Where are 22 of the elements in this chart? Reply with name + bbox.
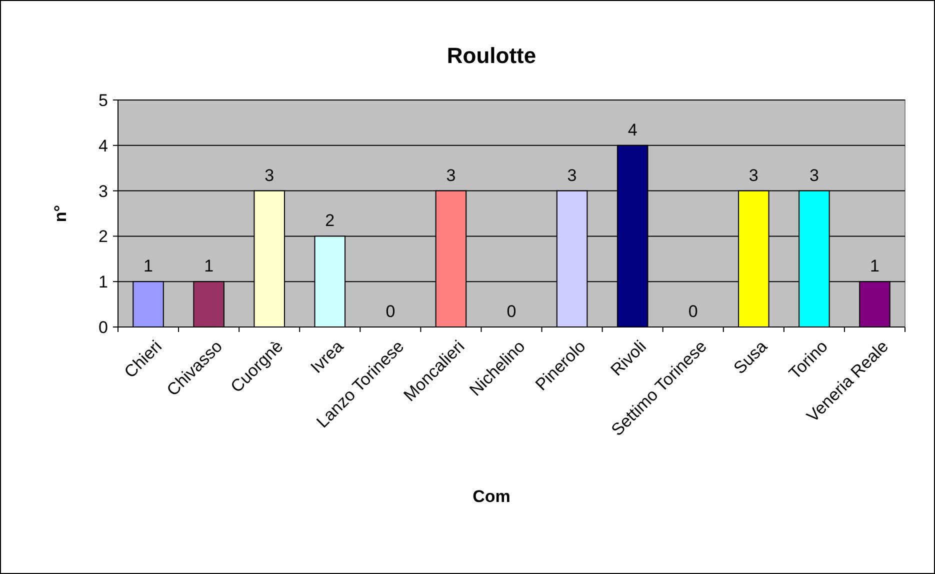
data-label: 1 bbox=[144, 256, 154, 276]
data-label: 1 bbox=[204, 256, 214, 276]
data-label: 1 bbox=[870, 256, 880, 276]
x-axis-title: Com bbox=[472, 487, 510, 506]
data-label: 0 bbox=[386, 302, 396, 321]
data-label: 0 bbox=[506, 302, 516, 321]
data-label: 0 bbox=[688, 302, 698, 321]
y-tick-label: 0 bbox=[98, 318, 108, 337]
y-tick-label: 3 bbox=[98, 182, 108, 201]
y-tick-label: 4 bbox=[98, 136, 108, 156]
y-tick-label: 2 bbox=[98, 227, 108, 246]
data-label: 3 bbox=[264, 166, 274, 185]
data-label: 3 bbox=[567, 166, 577, 185]
data-label: 4 bbox=[628, 120, 638, 140]
y-axis-title: n° bbox=[51, 204, 70, 222]
data-label: 3 bbox=[446, 166, 456, 185]
chart-title: Roulotte bbox=[446, 43, 536, 68]
y-tick-label: 5 bbox=[98, 90, 108, 110]
data-label: 3 bbox=[748, 166, 758, 185]
data-label: 2 bbox=[325, 211, 335, 230]
data-label: 3 bbox=[809, 166, 819, 185]
y-tick-label: 1 bbox=[98, 272, 108, 292]
